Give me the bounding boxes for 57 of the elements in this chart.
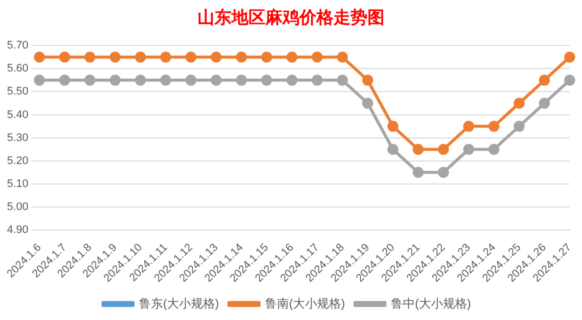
y-tick-label: 5.70: [6, 40, 28, 52]
point: [362, 74, 374, 86]
point: [387, 144, 398, 155]
point: [438, 144, 449, 155]
point: [236, 52, 247, 63]
point: [210, 74, 222, 86]
point: [312, 74, 323, 86]
y-tick-label: 5.30: [6, 132, 28, 144]
point: [538, 74, 550, 86]
point: [564, 52, 576, 63]
point: [412, 166, 424, 178]
point: [110, 52, 121, 63]
point: [564, 74, 576, 86]
point: [286, 74, 298, 86]
point: [185, 52, 196, 63]
y-tick-label: 5.50: [6, 86, 28, 98]
point: [286, 52, 298, 63]
point: [134, 74, 146, 86]
point: [84, 74, 96, 86]
legend-label: 鲁东(大小规格): [139, 296, 220, 310]
point: [514, 98, 525, 109]
chart-title: 山东地区麻鸡价格走势图: [196, 7, 386, 29]
point: [160, 52, 172, 63]
point: [438, 166, 449, 178]
point: [34, 52, 45, 63]
point: [488, 144, 500, 155]
point: [312, 52, 323, 63]
point: [134, 52, 146, 63]
point: [336, 52, 348, 63]
point: [210, 52, 222, 63]
y-tick-label: 5.00: [6, 201, 28, 214]
point: [336, 74, 348, 86]
y-tick-label: 5.60: [6, 62, 28, 75]
point: [514, 120, 525, 132]
point: [362, 98, 374, 109]
point: [261, 74, 272, 86]
point: [463, 120, 474, 132]
y-tick-label: 5.40: [6, 108, 28, 121]
point: [59, 52, 70, 63]
legend-label: 鲁中(大小规格): [390, 296, 471, 310]
point: [261, 52, 272, 63]
point: [463, 144, 474, 155]
y-tick-label: 4.90: [6, 224, 28, 236]
point: [488, 120, 500, 132]
point: [34, 74, 45, 86]
point: [160, 74, 172, 86]
y-tick-label: 5.20: [6, 154, 28, 167]
point: [110, 74, 121, 86]
point: [387, 120, 398, 132]
point: [185, 74, 196, 86]
point: [236, 74, 247, 86]
point: [84, 52, 96, 63]
point: [59, 74, 70, 86]
point: [538, 98, 550, 109]
point: [412, 144, 424, 155]
y-tick-label: 5.10: [6, 178, 28, 190]
legend-label: 鲁南(大小规格): [265, 296, 346, 310]
